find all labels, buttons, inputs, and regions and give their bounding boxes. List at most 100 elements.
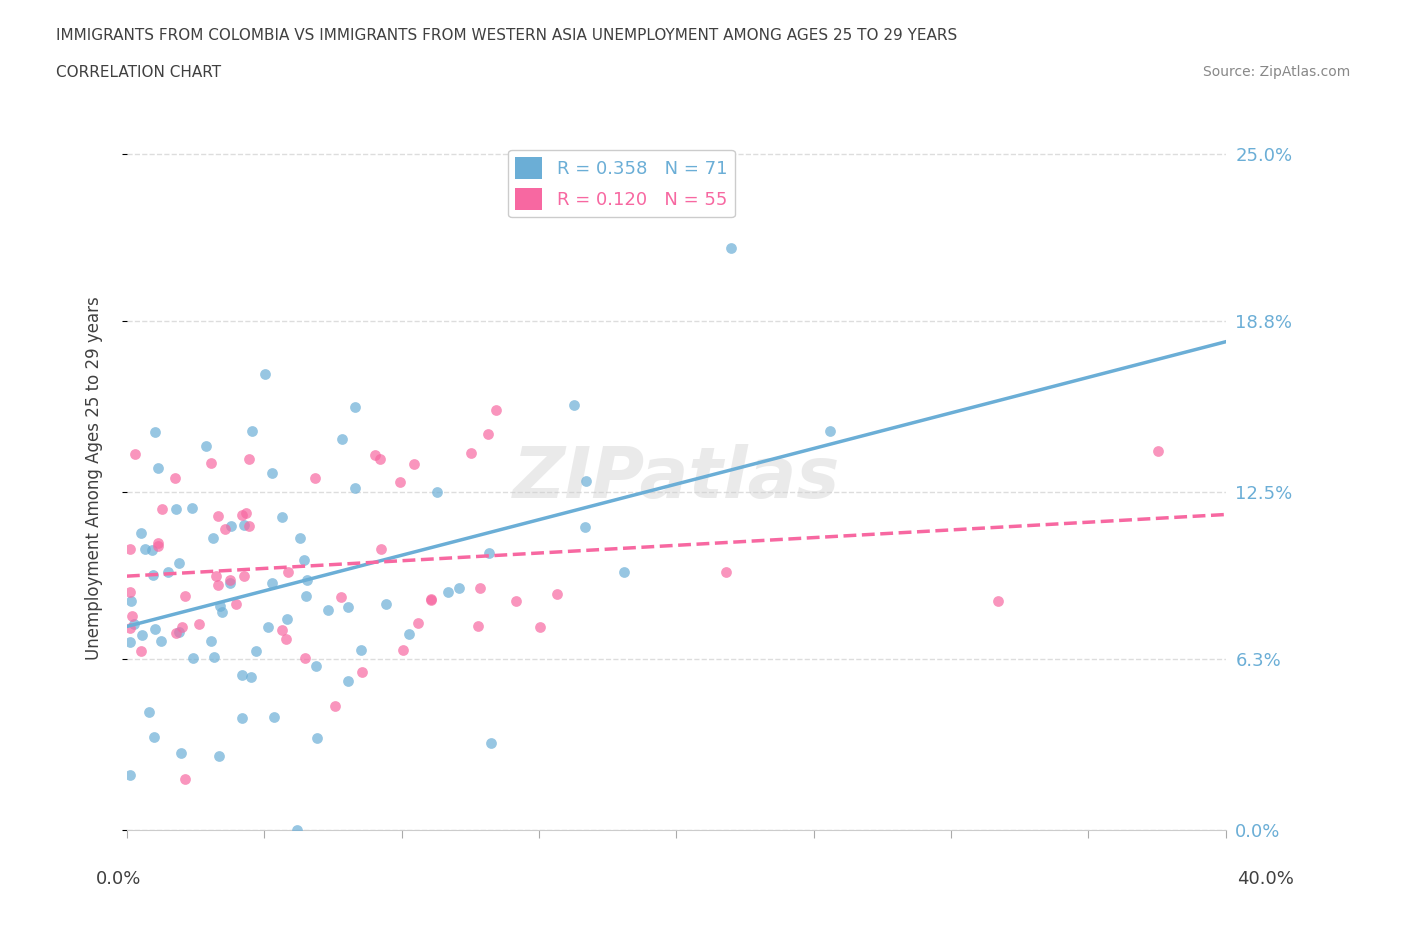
Point — [148, 460, 170, 475]
Point — [368, 452, 391, 467]
Point — [167, 624, 190, 639]
Point — [150, 502, 173, 517]
Point — [174, 772, 197, 787]
Point — [118, 541, 141, 556]
Point — [142, 730, 165, 745]
Point — [389, 475, 412, 490]
Point — [402, 457, 425, 472]
Point — [207, 508, 229, 523]
Point — [316, 603, 339, 618]
Point — [170, 746, 193, 761]
Point — [146, 538, 169, 553]
Point — [149, 633, 172, 648]
Point — [304, 471, 326, 485]
Point — [295, 589, 318, 604]
Point — [211, 605, 233, 620]
Point — [276, 611, 298, 626]
Point — [172, 619, 194, 634]
Point — [165, 626, 187, 641]
Point — [205, 568, 228, 583]
Point — [375, 596, 398, 611]
Point — [231, 711, 253, 725]
Point — [165, 501, 187, 516]
Point — [233, 517, 256, 532]
Point — [364, 448, 387, 463]
Point — [181, 500, 204, 515]
Point — [437, 584, 460, 599]
Point — [419, 592, 441, 607]
Point — [290, 531, 312, 546]
Point — [200, 633, 222, 648]
Point — [529, 620, 551, 635]
Point — [425, 485, 447, 499]
Point — [343, 481, 366, 496]
Point — [398, 627, 420, 642]
Legend: R = 0.358   N = 71, R = 0.120   N = 55: R = 0.358 N = 71, R = 0.120 N = 55 — [508, 150, 734, 218]
Point — [720, 241, 742, 256]
Point — [218, 576, 240, 591]
Point — [477, 427, 499, 442]
Point — [277, 565, 299, 579]
Point — [208, 749, 231, 764]
Point — [118, 585, 141, 600]
Point — [350, 643, 373, 658]
Point — [485, 403, 508, 418]
Point — [245, 644, 267, 658]
Point — [235, 506, 257, 521]
Point — [225, 596, 247, 611]
Point — [285, 822, 308, 837]
Point — [233, 568, 256, 583]
Text: Source: ZipAtlas.com: Source: ZipAtlas.com — [1202, 65, 1350, 79]
Point — [562, 397, 585, 412]
Point — [238, 451, 260, 466]
Point — [202, 650, 225, 665]
Point — [145, 425, 167, 440]
Point — [195, 438, 218, 453]
Point — [392, 643, 415, 658]
Point — [1147, 444, 1170, 458]
Point — [167, 556, 190, 571]
Text: IMMIGRANTS FROM COLOMBIA VS IMMIGRANTS FROM WESTERN ASIA UNEMPLOYMENT AMONG AGES: IMMIGRANTS FROM COLOMBIA VS IMMIGRANTS F… — [56, 28, 957, 43]
Point — [231, 508, 253, 523]
Point — [263, 710, 285, 724]
Point — [240, 670, 263, 684]
Point — [207, 578, 229, 592]
Point — [262, 576, 284, 591]
Point — [134, 542, 156, 557]
Point — [986, 593, 1008, 608]
Point — [460, 445, 482, 460]
Point — [323, 698, 346, 713]
Y-axis label: Unemployment Among Ages 25 to 29 years: Unemployment Among Ages 25 to 29 years — [86, 297, 103, 660]
Point — [124, 446, 146, 461]
Point — [214, 522, 236, 537]
Text: CORRELATION CHART: CORRELATION CHART — [56, 65, 221, 80]
Point — [129, 644, 152, 658]
Point — [208, 598, 231, 613]
Point — [292, 552, 315, 567]
Point — [479, 736, 502, 751]
Point — [165, 471, 187, 485]
Point — [716, 565, 738, 579]
Point — [253, 366, 276, 381]
Point — [143, 621, 166, 636]
Point — [131, 628, 153, 643]
Point — [121, 608, 143, 623]
Point — [818, 423, 841, 438]
Point — [449, 580, 471, 595]
Point — [337, 599, 360, 614]
Point — [305, 730, 328, 745]
Point — [330, 590, 353, 604]
Point — [218, 573, 240, 588]
Point — [188, 617, 211, 631]
Point — [146, 536, 169, 551]
Point — [350, 664, 373, 679]
Text: ZIPatlas: ZIPatlas — [513, 444, 839, 512]
Point — [219, 518, 242, 533]
Point — [406, 615, 429, 630]
Point — [157, 565, 180, 579]
Point — [118, 768, 141, 783]
Point — [202, 530, 225, 545]
Point — [336, 674, 359, 689]
Point — [122, 617, 145, 631]
Point — [271, 622, 294, 637]
